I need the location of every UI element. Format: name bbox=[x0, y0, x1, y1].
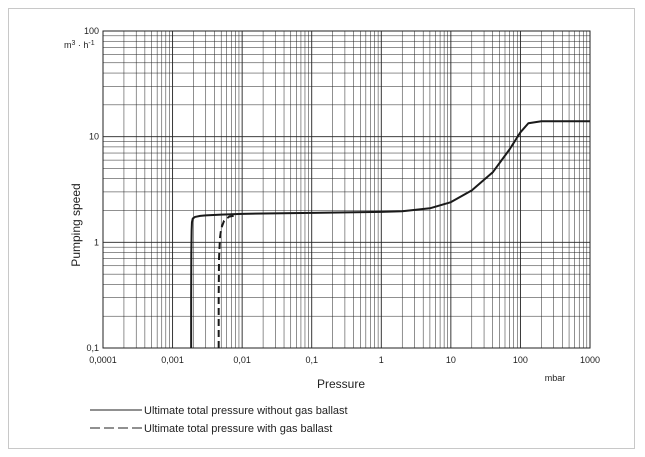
tick-labels: 0,0001 0,001 0,01 0,1 1 10 100 1000 0,1 1 10 100 bbox=[84, 26, 600, 365]
y-axis-title: Pumping speed bbox=[69, 183, 83, 266]
y-unit-sup3: 3 bbox=[72, 40, 76, 47]
x-axis-title: Pressure bbox=[317, 377, 365, 391]
series-lines bbox=[190, 120, 590, 348]
y-unit-label: m3 · h-1 bbox=[64, 40, 95, 50]
legend-label-without-gas-ballast: Ultimate total pressure without gas ball… bbox=[144, 405, 348, 417]
y-tick-label: 10 bbox=[89, 132, 99, 142]
grid bbox=[102, 31, 590, 349]
x-tick-label: 1000 bbox=[580, 355, 600, 365]
legend: Ultimate total pressure without gas ball… bbox=[90, 405, 348, 435]
y-tick-label: 0,1 bbox=[86, 343, 99, 353]
x-tick-label: 1 bbox=[379, 355, 384, 365]
y-unit-mid: · h bbox=[75, 40, 88, 50]
x-tick-label: 0,001 bbox=[161, 355, 184, 365]
series-line-with-gas-ballast bbox=[217, 214, 236, 348]
y-unit-base: m bbox=[64, 40, 72, 50]
legend-label-with-gas-ballast: Ultimate total pressure with gas ballast bbox=[144, 423, 332, 435]
x-unit-label: mbar bbox=[545, 373, 566, 383]
chart-frame bbox=[8, 8, 635, 449]
y-unit-sup-neg1: -1 bbox=[88, 40, 94, 47]
x-tick-label: 100 bbox=[513, 355, 528, 365]
y-tick-label: 1 bbox=[94, 237, 99, 247]
plot-border bbox=[102, 30, 591, 349]
series-line-without-gas-ballast bbox=[190, 120, 590, 348]
x-tick-label: 0,01 bbox=[233, 355, 251, 365]
x-tick-label: 10 bbox=[446, 355, 456, 365]
y-tick-label: 100 bbox=[84, 26, 99, 36]
x-tick-label: 0,0001 bbox=[89, 355, 117, 365]
x-tick-label: 0,1 bbox=[305, 355, 318, 365]
